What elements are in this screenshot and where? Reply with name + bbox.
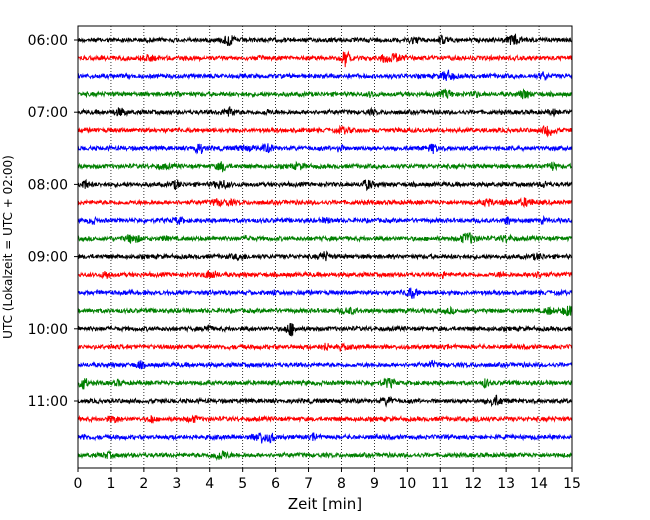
x-tick-label: 13 [497, 476, 515, 492]
trace-line [77, 124, 573, 138]
trace-line [77, 160, 573, 173]
x-tick-label: 5 [238, 476, 247, 492]
x-tick-label: 11 [431, 476, 449, 492]
x-axis-label: Zeit [min] [288, 495, 362, 513]
y-axis-label: UTC (Lokalzeit = UTC + 02:00) [1, 155, 15, 339]
y-tick-label: 06:00 [28, 33, 68, 49]
x-tick-label: 4 [205, 476, 214, 492]
y-tick-label: 07:00 [28, 105, 68, 121]
trace-line [77, 287, 573, 299]
trace-line [77, 197, 573, 209]
trace-line [77, 142, 573, 155]
trace-line [77, 359, 573, 370]
x-tick-label: 3 [172, 476, 181, 492]
x-tick-label: 8 [337, 476, 346, 492]
x-tick-label: 0 [74, 476, 83, 492]
plot-frame [77, 25, 573, 469]
x-tick-label: 7 [304, 476, 313, 492]
x-tick-label: 12 [464, 476, 482, 492]
trace-line [77, 214, 573, 226]
trace-line [77, 270, 573, 280]
trace-line [77, 322, 573, 337]
trace-group [77, 33, 573, 461]
y-tick-label: 08:00 [28, 177, 68, 193]
x-tick-label: 14 [530, 476, 548, 492]
x-tick-label: 10 [398, 476, 416, 492]
y-tick-label: 10:00 [28, 322, 68, 338]
y-tick-label: 11:00 [28, 394, 68, 410]
x-tick-label: 9 [370, 476, 379, 492]
trace-line [77, 414, 573, 424]
plot-background [78, 26, 572, 468]
trace-line [77, 232, 573, 245]
x-tick-label: 2 [139, 476, 148, 492]
x-tick-label: 15 [563, 476, 581, 492]
trace-line [77, 431, 573, 444]
x-axis: 0 1 2 3 4 5 6 7 8 9 10 11 12 13 14 15 [74, 468, 581, 492]
trace-line [77, 178, 573, 192]
trace-line [77, 342, 573, 353]
y-tick-label: 09:00 [28, 250, 68, 266]
trace-line [77, 394, 573, 408]
trace-line [77, 449, 573, 461]
trace-line [77, 88, 573, 100]
trace-line [77, 250, 573, 262]
x-tick-label: 6 [271, 476, 280, 492]
trace-line [77, 377, 573, 390]
trace-line [77, 305, 573, 317]
trace-line [77, 33, 573, 46]
trace-line [77, 69, 573, 82]
x-tick-label: 1 [106, 476, 115, 492]
y-axis: 06:00 07:00 08:00 09:00 10:00 11:00 [28, 33, 78, 410]
trace-line [77, 50, 573, 68]
trace-line [77, 106, 573, 118]
